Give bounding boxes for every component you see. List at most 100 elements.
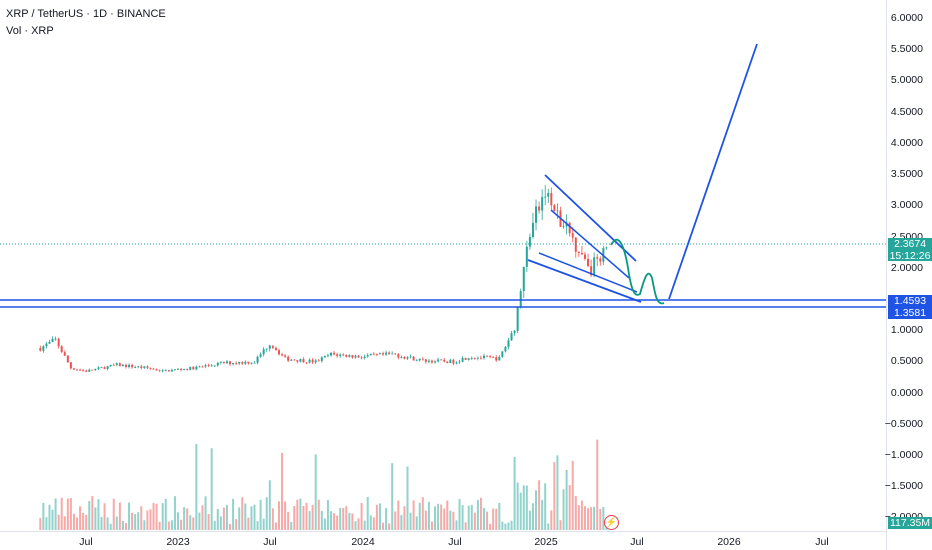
- candle-countdown: 15:12:26: [889, 250, 931, 262]
- wedge-inner-lower-line[interactable]: [538, 252, 638, 293]
- price-chart-canvas[interactable]: [0, 0, 886, 531]
- volume-bar: [88, 501, 91, 530]
- time-axis[interactable]: Jul 2023 Jul 2024 Jul 2025 Jul 2026 Jul: [0, 531, 886, 550]
- volume-bar: [63, 516, 66, 530]
- candle: [415, 358, 418, 362]
- price-tick: −1.5000: [884, 480, 923, 492]
- lightning-icon[interactable]: ⚡: [604, 515, 619, 530]
- price-tick: 0.5000: [890, 355, 923, 367]
- volume-bar: [357, 518, 360, 530]
- candle: [434, 359, 437, 364]
- volume-bar: [583, 506, 586, 530]
- candle: [320, 355, 323, 363]
- time-label: 2024: [351, 536, 375, 548]
- volume-bars: [39, 439, 608, 530]
- candle: [583, 251, 586, 261]
- volume-bar: [106, 517, 109, 530]
- price-tick: 3.0000: [890, 199, 923, 211]
- volume-bar: [556, 455, 559, 530]
- volume-bar: [281, 452, 284, 530]
- volume-bar: [210, 448, 213, 530]
- candle: [180, 367, 183, 372]
- candle: [183, 368, 186, 371]
- volume-bar: [293, 506, 296, 530]
- candle: [363, 354, 366, 360]
- wedge-upper-line[interactable]: [544, 174, 637, 262]
- volume-bar: [559, 520, 562, 530]
- candle: [207, 363, 210, 368]
- volume-bar: [109, 523, 112, 530]
- volume-bar: [250, 506, 253, 530]
- candle: [345, 354, 348, 358]
- volume-bar: [580, 500, 583, 530]
- volume-bar: [412, 500, 415, 530]
- candle: [57, 337, 60, 349]
- volume-bar: [97, 499, 100, 530]
- candle: [507, 337, 510, 350]
- candle: [72, 367, 75, 371]
- candle: [587, 253, 590, 267]
- volume-bar: [320, 510, 323, 530]
- wedge-lower-line[interactable]: [527, 259, 642, 303]
- volume-bar: [397, 500, 400, 530]
- candle: [189, 366, 192, 371]
- candle: [106, 365, 109, 371]
- last-price-value: 2.3674: [893, 238, 927, 250]
- price-axis[interactable]: 6.0000 5.5000 5.0000 4.5000 4.0000 3.500…: [884, 0, 932, 550]
- volume-bar: [192, 517, 195, 530]
- wedge-inner-upper-line[interactable]: [550, 209, 630, 279]
- candle: [403, 356, 406, 360]
- volume-bar: [247, 517, 250, 530]
- candle: [351, 354, 354, 359]
- candle: [412, 356, 415, 361]
- candle: [103, 366, 106, 370]
- volume-bar: [128, 502, 131, 530]
- volume-bar: [213, 521, 216, 530]
- volume-bar: [161, 503, 164, 530]
- candle: [262, 347, 265, 357]
- candle: [427, 359, 430, 364]
- volume-bar: [241, 497, 244, 530]
- candle: [63, 350, 66, 356]
- symbol-title[interactable]: XRP / TetherUS · 1D · BINANCE: [6, 8, 166, 20]
- candle: [39, 345, 42, 352]
- candle: [406, 356, 409, 360]
- volume-bar: [504, 523, 507, 530]
- chart-legend: XRP / TetherUS · 1D · BINANCE Vol · XRP: [6, 6, 166, 40]
- volume-bar: [204, 496, 207, 530]
- volume-bar: [262, 518, 265, 530]
- volume-bar: [54, 498, 57, 530]
- candle: [155, 368, 158, 371]
- volume-bar: [342, 508, 345, 530]
- volume-bar: [186, 508, 189, 530]
- candle: [284, 353, 287, 358]
- candle: [232, 362, 235, 366]
- candle: [173, 369, 176, 371]
- volume-bar: [219, 516, 222, 530]
- volume-title[interactable]: Vol · XRP: [6, 25, 54, 37]
- candle: [538, 201, 541, 214]
- volume-bar: [443, 508, 446, 530]
- candle: [149, 367, 152, 370]
- projection-target-line[interactable]: [668, 43, 758, 300]
- volume-bar: [314, 454, 317, 530]
- volume-bar: [553, 462, 556, 530]
- candle: [550, 187, 553, 210]
- projected-path-curve[interactable]: [610, 238, 665, 305]
- volume-bar: [409, 512, 412, 530]
- volume-bar: [382, 522, 385, 530]
- candle: [391, 351, 394, 355]
- volume-bar: [76, 517, 79, 530]
- volume-bar: [446, 500, 449, 530]
- candle: [455, 361, 458, 365]
- volume-bar: [253, 504, 256, 530]
- candle: [302, 357, 305, 363]
- candle: [544, 185, 547, 206]
- volume-bar: [360, 502, 363, 530]
- volume-bar: [461, 505, 464, 530]
- candle: [69, 361, 72, 370]
- level-upper-tag: 1.4593: [888, 295, 932, 307]
- volume-bar: [100, 517, 103, 530]
- candle: [88, 368, 91, 372]
